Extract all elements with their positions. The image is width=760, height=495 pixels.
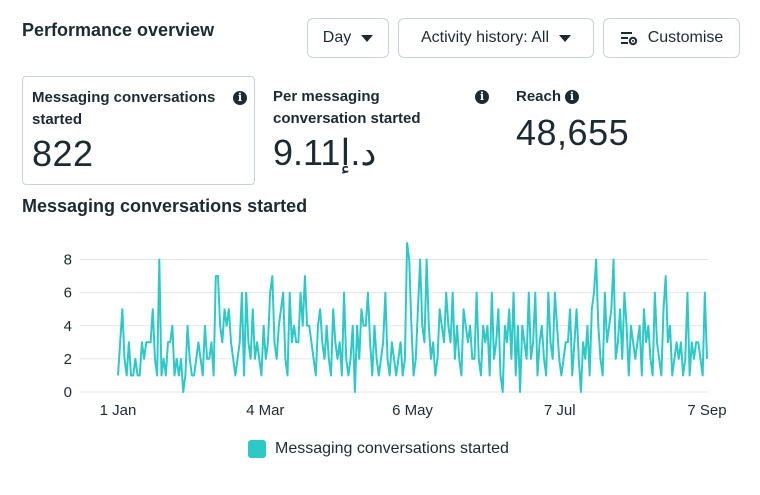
- day-dropdown[interactable]: Day: [307, 18, 389, 58]
- info-icon[interactable]: i: [565, 90, 579, 104]
- x-tick-label: 6 May: [392, 402, 433, 419]
- metric-value: 48,655: [516, 112, 630, 153]
- y-tick-label: 2: [64, 351, 72, 368]
- customise-button-label: Customise: [647, 29, 724, 46]
- y-tick-label: 4: [64, 318, 72, 335]
- y-tick-label: 0: [64, 384, 72, 401]
- y-tick-label: 6: [64, 285, 72, 302]
- metric-card-conversations[interactable]: Messaging conversations started i 822: [22, 76, 255, 185]
- metric-label: Reach: [516, 88, 562, 105]
- metric-value: 822: [32, 133, 94, 174]
- legend-swatch: [248, 440, 266, 458]
- activity-history-label: Activity history: All: [420, 29, 550, 46]
- x-tick-label: 7 Sep: [687, 402, 726, 419]
- activity-history-dropdown[interactable]: Activity history: All: [398, 18, 594, 58]
- x-tick-label: 1 Jan: [100, 402, 137, 419]
- metric-value: 9.11د.إ: [273, 132, 377, 173]
- customise-button[interactable]: Customise: [603, 18, 740, 58]
- y-tick-label: 8: [64, 252, 72, 269]
- x-tick-label: 4 Mar: [246, 402, 284, 419]
- metric-card-cost-per-conversation[interactable]: Per messaging conversation started i 9.1…: [264, 76, 497, 185]
- page-title: Performance overview: [22, 20, 215, 40]
- metric-label: Per messaging conversation started: [273, 88, 421, 127]
- metric-label: Messaging conversations started: [32, 89, 216, 128]
- chevron-down-icon: [361, 34, 374, 42]
- customise-settings-icon: [620, 32, 637, 46]
- chart-legend[interactable]: Messaging conversations started: [248, 440, 509, 458]
- x-tick-label: 7 Jul: [544, 402, 576, 419]
- line-chart: 0 2 4 6 8 1 Jan 4 Mar 6 May 7 Jul 7 Sep: [64, 241, 727, 419]
- legend-label: Messaging conversations started: [275, 440, 509, 457]
- info-icon[interactable]: i: [233, 91, 247, 105]
- metric-card-reach[interactable]: Reach i 48,655: [507, 76, 707, 185]
- series-line: [117, 241, 708, 393]
- chevron-down-icon: [559, 34, 572, 42]
- info-icon[interactable]: i: [475, 90, 489, 104]
- chart-title: Messaging conversations started: [22, 196, 308, 216]
- day-dropdown-label: Day: [322, 29, 352, 46]
